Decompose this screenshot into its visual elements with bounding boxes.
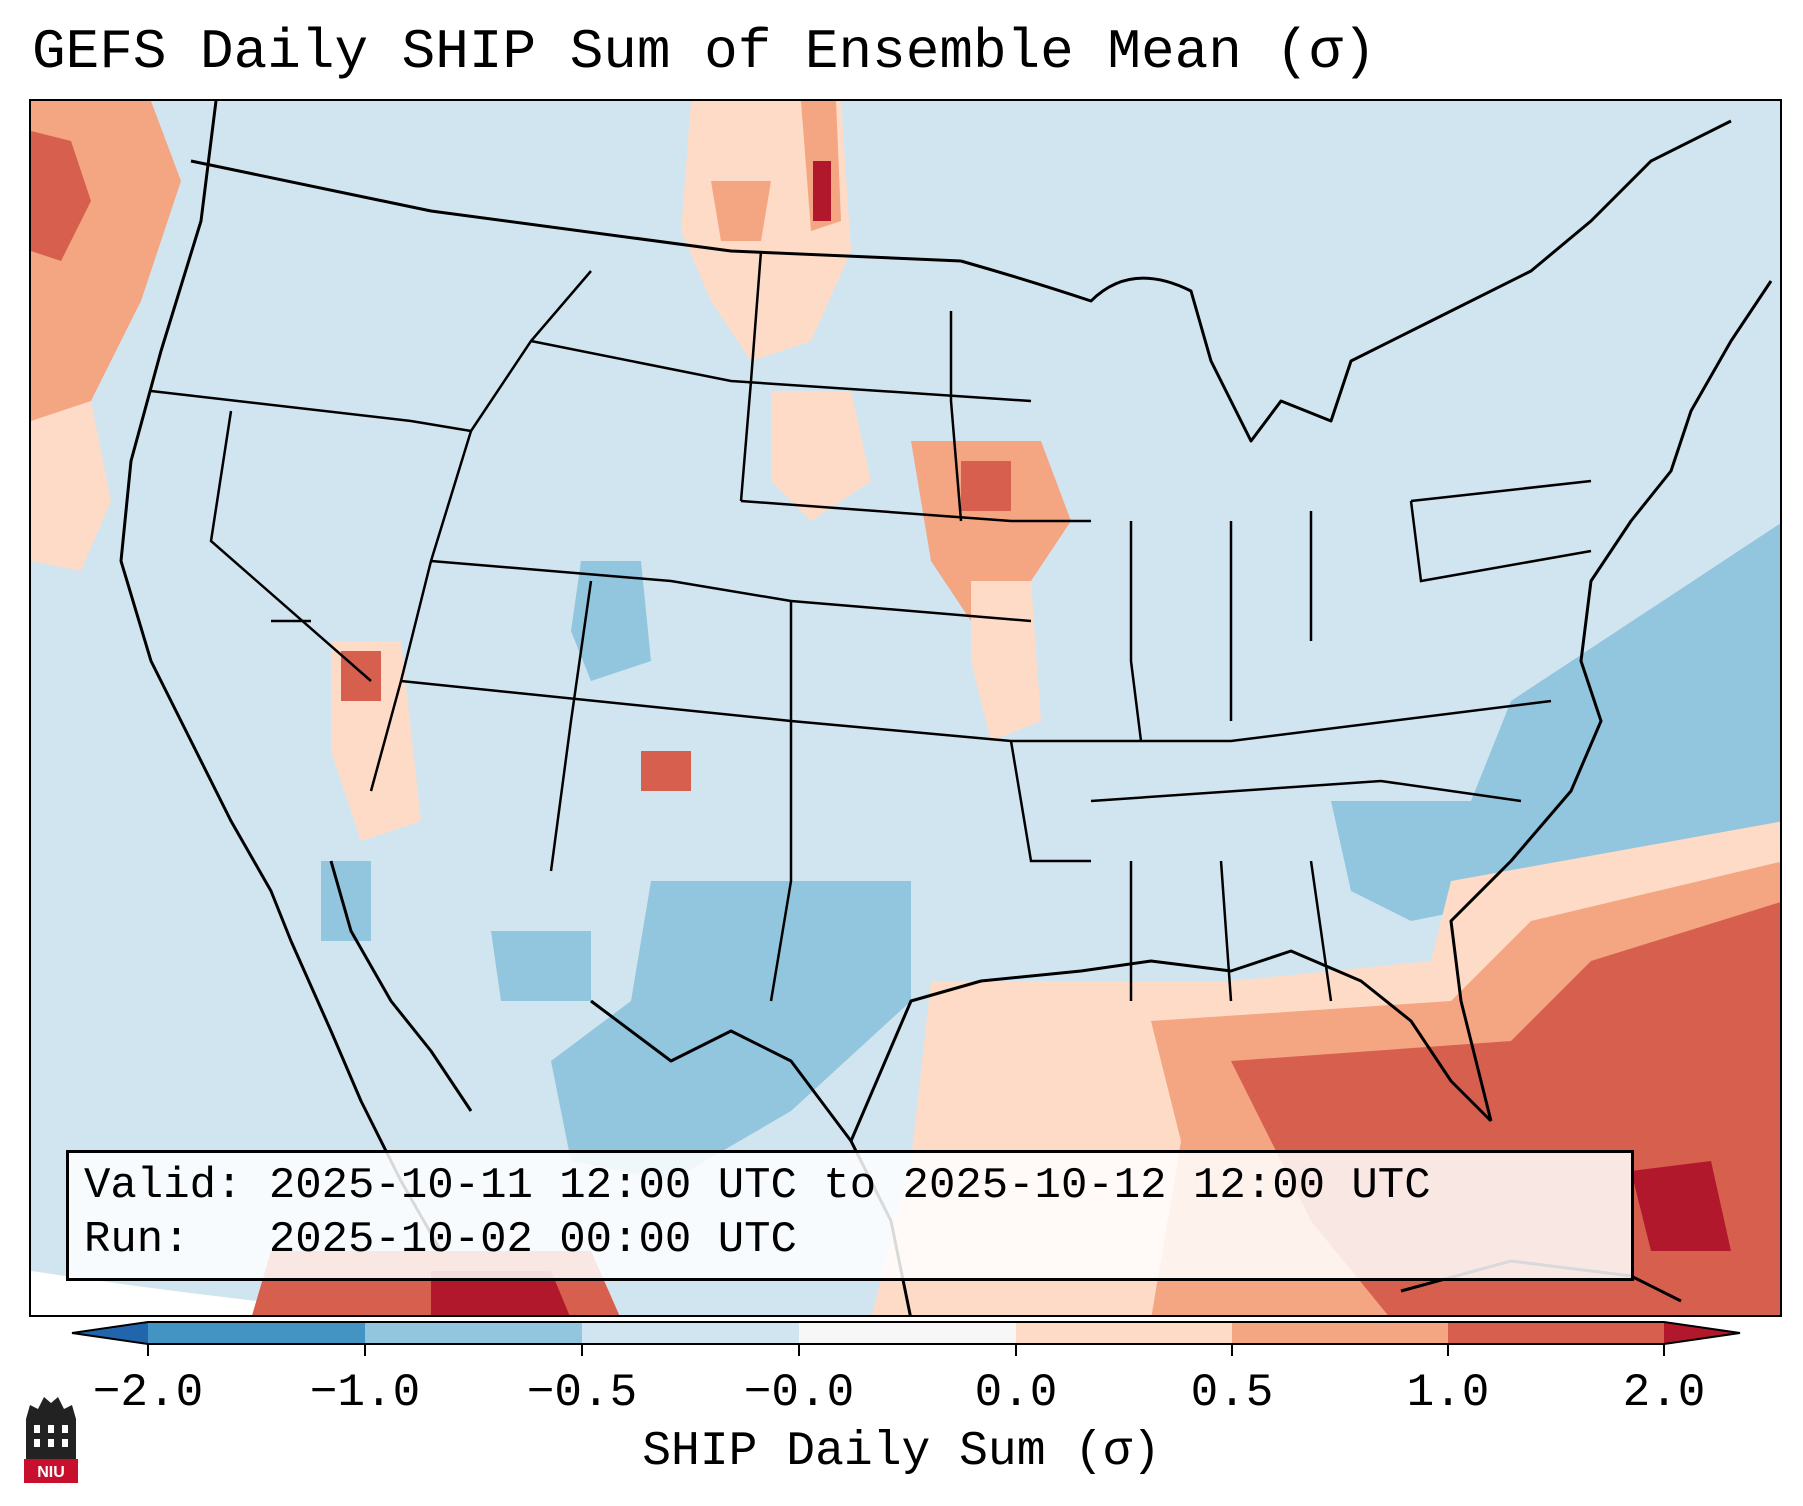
logo-window [62, 1425, 68, 1433]
colorbar-tick-label: −2.0 [92, 1367, 204, 1419]
run-info-box: Valid: 2025-10-11 12:00 UTC to 2025-10-1… [66, 1150, 1634, 1281]
anomaly-patch-east-pacific-core [431, 1271, 570, 1315]
pacific-coastline [119, 101, 293, 942]
great-lakes-outline [960, 119, 1732, 443]
projection-edge [31, 1271, 389, 1315]
colorbar-bin [1232, 1322, 1448, 1344]
state-border [150, 389, 472, 433]
anomaly-patch-chihuahua [491, 931, 591, 1001]
colorbar [71, 1321, 1741, 1356]
colorbar-extend-low [72, 1322, 148, 1344]
logo-windows [34, 1425, 68, 1447]
colorbar-label: SHIP Daily Sum (σ) [642, 1425, 1161, 1479]
anomaly-patch-montana [711, 181, 771, 241]
gulf-coastline [590, 949, 1493, 1143]
colorbar-bin [799, 1322, 1016, 1344]
state-border [769, 601, 793, 1002]
valid-time-line: Valid: 2025-10-11 12:00 UTC to 2025-10-1… [84, 1161, 1431, 1211]
state-border [209, 410, 372, 682]
state-border [949, 311, 963, 522]
colorbar-tick-label: −1.0 [309, 1367, 421, 1419]
logo-banner [24, 1459, 78, 1483]
state-border [530, 339, 1032, 403]
run-time-line: Run: 2025-10-02 00:00 UTC [84, 1215, 797, 1265]
baja-coastline [329, 860, 473, 1112]
state-border [369, 430, 473, 792]
logo-window [34, 1425, 40, 1433]
state-border [739, 250, 763, 502]
colorbar-bin [582, 1322, 799, 1344]
state-border [1129, 521, 1143, 742]
anomaly-patch-north-dakota-core [813, 161, 831, 221]
colorbar-extend-high [1664, 1322, 1740, 1344]
state-border [790, 599, 1032, 623]
state-borders [150, 250, 1592, 1002]
state-border [1009, 740, 1091, 863]
state-border [1309, 860, 1333, 1002]
logo-crown [26, 1397, 76, 1419]
anomaly-patch-south-dakota [771, 391, 871, 521]
anomaly-patch-caribbean-core [1631, 1161, 1731, 1251]
chart-title: GEFS Daily SHIP Sum of Ensemble Mean (σ) [32, 20, 1377, 84]
logo-window [48, 1425, 54, 1433]
anomaly-patch-iowa-core [961, 461, 1011, 511]
anomaly-patch-colorado [571, 561, 651, 681]
state-border [1090, 779, 1522, 803]
state-border [1219, 860, 1233, 1002]
anomaly-patch-baja [321, 861, 371, 941]
logo-window [62, 1439, 68, 1447]
colorbar-bin [1448, 1322, 1664, 1344]
map-panel [29, 99, 1782, 1317]
colorbar-tick-label: −0.0 [743, 1367, 855, 1419]
colorbar-tick-label: 0.5 [1190, 1367, 1274, 1419]
anomaly-patch-new-mexico [641, 751, 691, 791]
state-border [430, 559, 792, 603]
state-border [1409, 500, 1592, 583]
colorbar-ticks [147, 1344, 1665, 1356]
colorbar-tick-label: 2.0 [1622, 1367, 1706, 1419]
colorbar-tick-label: 1.0 [1406, 1367, 1490, 1419]
colorbar-tick-label: 0.0 [974, 1367, 1058, 1419]
geography-lines [119, 101, 1773, 1315]
niu-logo: NIU [24, 1397, 78, 1483]
map-canvas [31, 101, 1780, 1315]
state-border [740, 499, 1091, 523]
colorbar-bin [148, 1322, 365, 1344]
state-border [549, 580, 593, 872]
colorbar-bin [1016, 1322, 1232, 1344]
atlantic-coastline [1449, 280, 1773, 1122]
anomaly-patch-iowa [911, 441, 1071, 621]
colorbar-tick-label: −0.5 [526, 1367, 638, 1419]
anomaly-patch-atlantic [1451, 523, 1780, 891]
anomaly-patch-pacific-coast [31, 401, 111, 571]
us-canada-border [190, 159, 962, 263]
state-border [1410, 479, 1592, 503]
logo-text: NIU [37, 1464, 65, 1481]
logo-window [48, 1439, 54, 1447]
anomaly-patch-pacific-nw-core [31, 131, 91, 261]
colorbar-bin [365, 1322, 582, 1344]
logo-window [34, 1439, 40, 1447]
